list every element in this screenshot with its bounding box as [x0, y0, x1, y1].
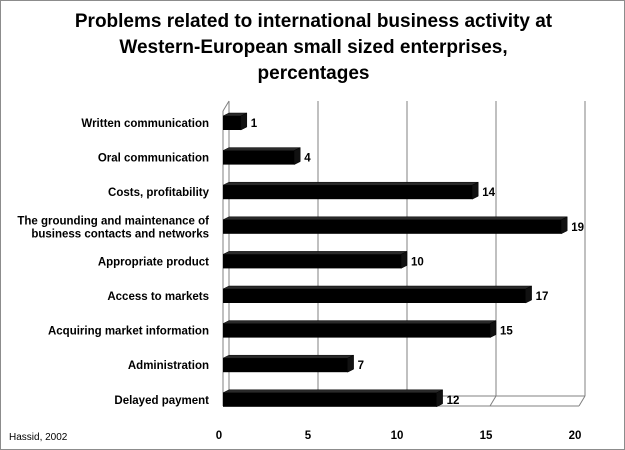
x-tick-label-10: 10: [391, 430, 404, 442]
bar-top-face-7: [222, 320, 497, 324]
bar-top-face-6: [222, 285, 532, 290]
bar-top-face-3: [222, 181, 479, 186]
bar-4: [223, 219, 562, 234]
bar-end-face-3: [471, 181, 479, 200]
category-label-line: Administration: [128, 360, 209, 372]
category-label-line: Costs, profitability: [108, 187, 210, 199]
bar-end-face-5: [400, 250, 408, 269]
value-label-9: 12: [447, 395, 460, 407]
bar-8: [223, 358, 348, 373]
category-label-1: Written communication: [81, 118, 209, 130]
value-label-7: 15: [500, 326, 513, 338]
category-label-9: Delayed payment: [114, 395, 209, 407]
value-label-1: 1: [251, 118, 258, 130]
bar-end-face-2: [293, 147, 301, 166]
bar-2: [223, 150, 295, 165]
bar-top-face-9: [222, 389, 443, 394]
bar-layer: [222, 112, 568, 408]
bar-top-face-4: [222, 216, 568, 221]
chart-title: Problems related to international busine…: [41, 9, 586, 87]
value-label-3: 14: [482, 187, 495, 199]
category-label-line: business contacts and networks: [31, 228, 209, 240]
x-tick-label-15: 15: [480, 430, 493, 442]
bar-5: [223, 254, 401, 269]
category-label-5: Appropriate product: [98, 256, 209, 268]
x-tick-label-20: 20: [569, 430, 582, 442]
bar-top-face-5: [222, 251, 408, 255]
bar-end-face-7: [489, 320, 497, 339]
category-label-6: Access to markets: [107, 291, 209, 303]
category-label-line: Acquiring market information: [48, 326, 209, 338]
category-label-line: Oral communication: [98, 153, 209, 165]
value-label-6: 17: [536, 291, 549, 303]
bar-top-face-8: [222, 354, 354, 359]
bar-top-face-2: [222, 147, 301, 151]
value-label-4: 19: [571, 222, 584, 234]
bar-end-face-4: [560, 216, 568, 235]
bar-end-face-1: [240, 112, 248, 131]
floor-gridline-15: [489, 395, 497, 407]
bar-1: [223, 116, 241, 130]
chart-title-line-1: Problems related to international busine…: [74, 11, 553, 32]
category-label-line: Access to markets: [107, 291, 209, 303]
value-label-5: 10: [411, 256, 424, 268]
x-tick-label-0: 0: [216, 430, 222, 442]
left-wall-top-edge: [222, 100, 230, 112]
bar-end-face-9: [436, 389, 443, 408]
category-label-line: Delayed payment: [114, 395, 209, 407]
label-layer: 0 5 10 15 20 1 Written communication 4 Oral comm…: [17, 118, 584, 442]
chart-title-line-3: percentages: [257, 63, 370, 84]
category-label-8: Administration: [128, 360, 209, 372]
bar-3: [223, 185, 473, 200]
bar-7: [223, 323, 490, 338]
bar-end-face-8: [347, 354, 354, 373]
category-label-2: Oral communication: [98, 153, 209, 165]
floor-gridline-20: [578, 395, 586, 407]
category-label-4: The grounding and maintenance of business…: [17, 215, 209, 240]
value-label-8: 7: [358, 360, 364, 372]
source-note: Hassid, 2002: [9, 432, 68, 443]
bar-6: [223, 289, 526, 303]
bar-9: [223, 392, 437, 407]
category-label-7: Acquiring market information: [48, 326, 209, 338]
bar-end-face-6: [525, 285, 532, 304]
chart-title-line-2: Western-European small sized enterprises…: [119, 37, 508, 58]
category-label-line: The grounding and maintenance of: [17, 215, 209, 227]
category-label-line: Written communication: [81, 118, 209, 130]
value-label-2: 4: [304, 153, 311, 165]
category-label-line: Appropriate product: [98, 256, 209, 268]
x-tick-label-5: 5: [305, 430, 312, 442]
category-label-3: Costs, profitability: [108, 187, 210, 199]
